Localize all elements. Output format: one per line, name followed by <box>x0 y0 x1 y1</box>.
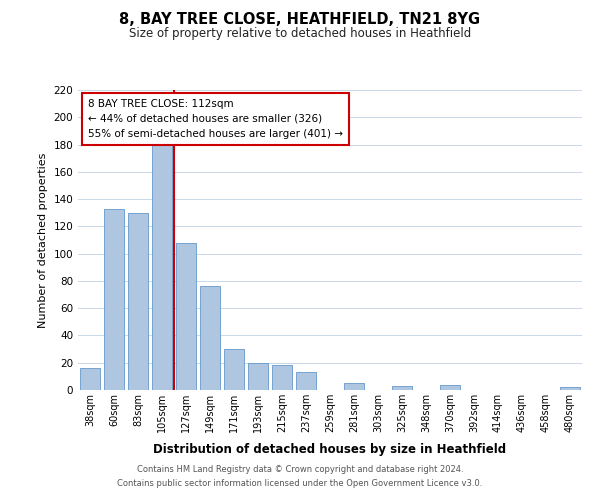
Bar <box>296 372 316 390</box>
Bar <box>272 366 292 390</box>
Bar <box>392 386 412 390</box>
Bar <box>344 383 364 390</box>
Text: Contains HM Land Registry data © Crown copyright and database right 2024.
Contai: Contains HM Land Registry data © Crown c… <box>118 466 482 487</box>
Text: 8 BAY TREE CLOSE: 112sqm
← 44% of detached houses are smaller (326)
55% of semi-: 8 BAY TREE CLOSE: 112sqm ← 44% of detach… <box>88 99 343 138</box>
Bar <box>248 362 268 390</box>
X-axis label: Distribution of detached houses by size in Heathfield: Distribution of detached houses by size … <box>154 444 506 456</box>
Bar <box>80 368 100 390</box>
Bar <box>176 242 196 390</box>
Y-axis label: Number of detached properties: Number of detached properties <box>38 152 48 328</box>
Bar <box>128 212 148 390</box>
Bar <box>560 388 580 390</box>
Bar <box>152 140 172 390</box>
Bar <box>200 286 220 390</box>
Bar <box>440 384 460 390</box>
Text: 8, BAY TREE CLOSE, HEATHFIELD, TN21 8YG: 8, BAY TREE CLOSE, HEATHFIELD, TN21 8YG <box>119 12 481 28</box>
Text: Size of property relative to detached houses in Heathfield: Size of property relative to detached ho… <box>129 28 471 40</box>
Bar <box>104 208 124 390</box>
Bar <box>224 349 244 390</box>
